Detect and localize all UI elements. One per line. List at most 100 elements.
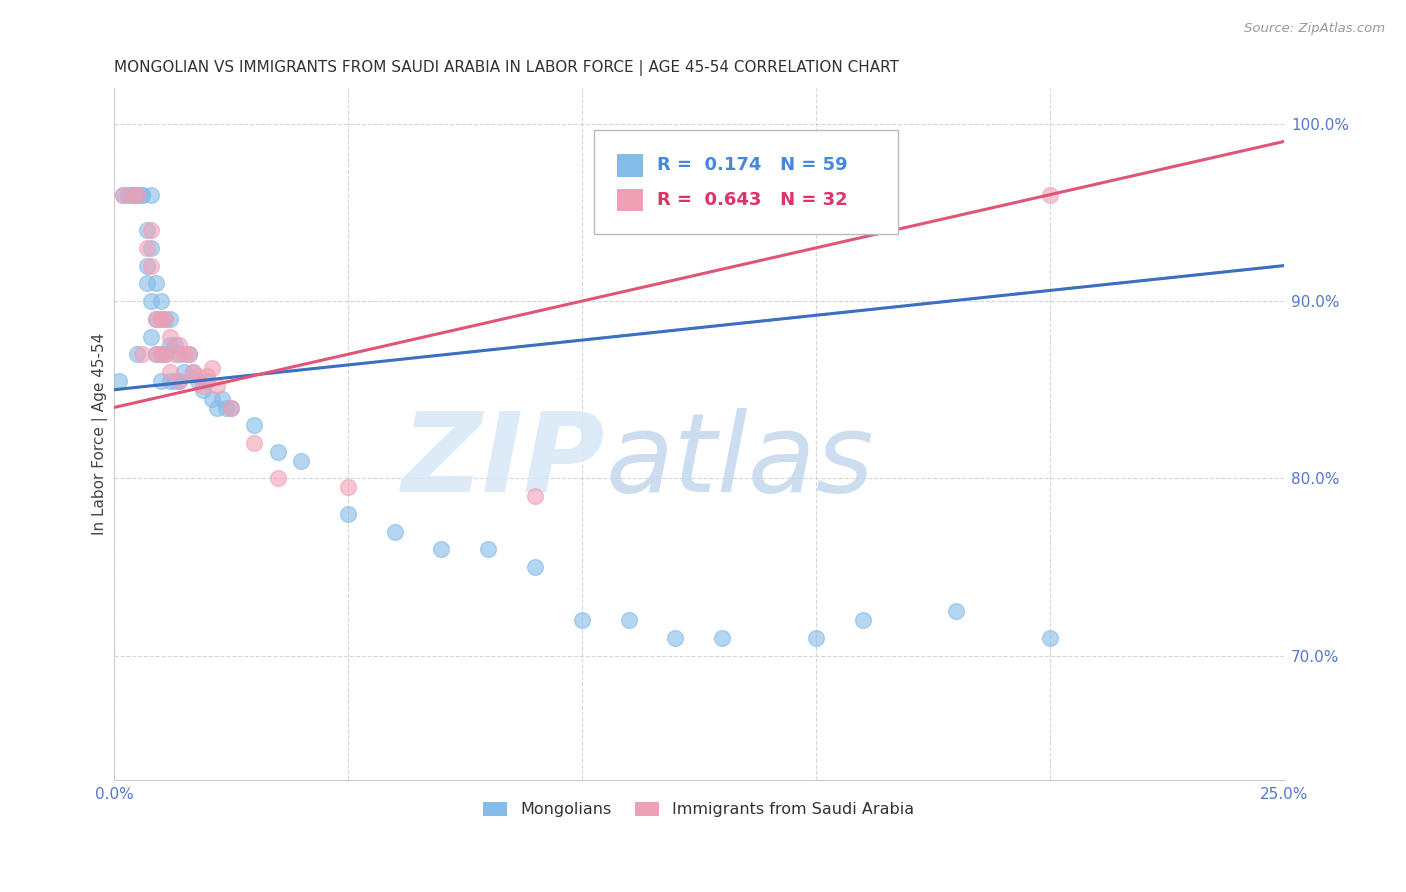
Point xyxy=(141,187,163,202)
Point xyxy=(211,392,233,406)
Point xyxy=(173,365,195,379)
Point xyxy=(112,187,135,202)
Point xyxy=(131,347,153,361)
Point xyxy=(477,542,499,557)
Text: R =  0.643   N = 32: R = 0.643 N = 32 xyxy=(657,191,848,209)
Bar xyxy=(617,154,643,177)
Point xyxy=(163,347,186,361)
Point xyxy=(852,613,875,627)
Point xyxy=(197,374,219,388)
Point xyxy=(149,374,172,388)
Point xyxy=(131,187,153,202)
Point xyxy=(219,401,242,415)
Y-axis label: In Labor Force | Age 45-54: In Labor Force | Age 45-54 xyxy=(93,333,108,535)
Point xyxy=(159,329,181,343)
Point xyxy=(145,347,167,361)
Point xyxy=(135,241,157,255)
Point xyxy=(219,401,242,415)
Point xyxy=(155,347,177,361)
Point xyxy=(159,338,181,352)
Point xyxy=(711,631,734,645)
Text: ZIP: ZIP xyxy=(402,409,605,516)
Point xyxy=(336,480,359,494)
Point xyxy=(191,383,214,397)
Point xyxy=(145,311,167,326)
Point xyxy=(945,604,967,618)
Point xyxy=(141,329,163,343)
Point xyxy=(159,311,181,326)
Point xyxy=(169,347,191,361)
Point xyxy=(112,187,135,202)
Point xyxy=(149,311,172,326)
Point xyxy=(290,453,312,467)
Point xyxy=(145,277,167,291)
Point xyxy=(149,294,172,309)
Point xyxy=(163,374,186,388)
Point xyxy=(159,374,181,388)
Point xyxy=(266,471,288,485)
Point xyxy=(135,259,157,273)
Point xyxy=(617,613,640,627)
Point xyxy=(173,347,195,361)
Legend: Mongolians, Immigrants from Saudi Arabia: Mongolians, Immigrants from Saudi Arabia xyxy=(477,796,921,824)
Point xyxy=(121,187,143,202)
Point xyxy=(1039,187,1062,202)
Point xyxy=(135,223,157,237)
Point xyxy=(243,418,266,433)
Point xyxy=(141,241,163,255)
Point xyxy=(121,187,143,202)
Point xyxy=(135,277,157,291)
Point xyxy=(205,401,228,415)
Point xyxy=(187,374,209,388)
Text: Source: ZipAtlas.com: Source: ZipAtlas.com xyxy=(1244,22,1385,36)
Point xyxy=(804,631,827,645)
FancyBboxPatch shape xyxy=(593,129,898,234)
Point xyxy=(664,631,686,645)
Point xyxy=(169,374,191,388)
Point xyxy=(384,524,406,539)
Point xyxy=(127,347,149,361)
Point xyxy=(177,347,200,361)
Point xyxy=(155,347,177,361)
Point xyxy=(243,436,266,450)
Point xyxy=(127,187,149,202)
Point xyxy=(145,347,167,361)
Point xyxy=(191,379,214,393)
Point xyxy=(121,187,143,202)
Point xyxy=(215,401,238,415)
Point xyxy=(141,259,163,273)
Point xyxy=(201,361,224,376)
Point xyxy=(205,379,228,393)
Point xyxy=(159,365,181,379)
Point xyxy=(149,347,172,361)
Point xyxy=(127,187,149,202)
Point xyxy=(149,311,172,326)
Point xyxy=(169,374,191,388)
Point xyxy=(266,445,288,459)
Point xyxy=(141,294,163,309)
Point xyxy=(1039,631,1062,645)
Point xyxy=(145,311,167,326)
Point xyxy=(197,368,219,383)
Text: MONGOLIAN VS IMMIGRANTS FROM SAUDI ARABIA IN LABOR FORCE | AGE 45-54 CORRELATION: MONGOLIAN VS IMMIGRANTS FROM SAUDI ARABI… xyxy=(114,60,898,76)
Point xyxy=(336,507,359,521)
Point xyxy=(201,392,224,406)
Point xyxy=(117,187,139,202)
Text: R =  0.174   N = 59: R = 0.174 N = 59 xyxy=(657,156,848,174)
Point xyxy=(107,374,129,388)
Bar xyxy=(617,188,643,211)
Point xyxy=(131,187,153,202)
Point xyxy=(169,338,191,352)
Point xyxy=(571,613,593,627)
Point xyxy=(177,347,200,361)
Point xyxy=(149,347,172,361)
Point xyxy=(155,311,177,326)
Point xyxy=(183,365,205,379)
Point xyxy=(163,338,186,352)
Point xyxy=(141,223,163,237)
Point xyxy=(524,489,547,503)
Point xyxy=(430,542,453,557)
Point xyxy=(524,560,547,574)
Point xyxy=(187,368,209,383)
Point xyxy=(155,311,177,326)
